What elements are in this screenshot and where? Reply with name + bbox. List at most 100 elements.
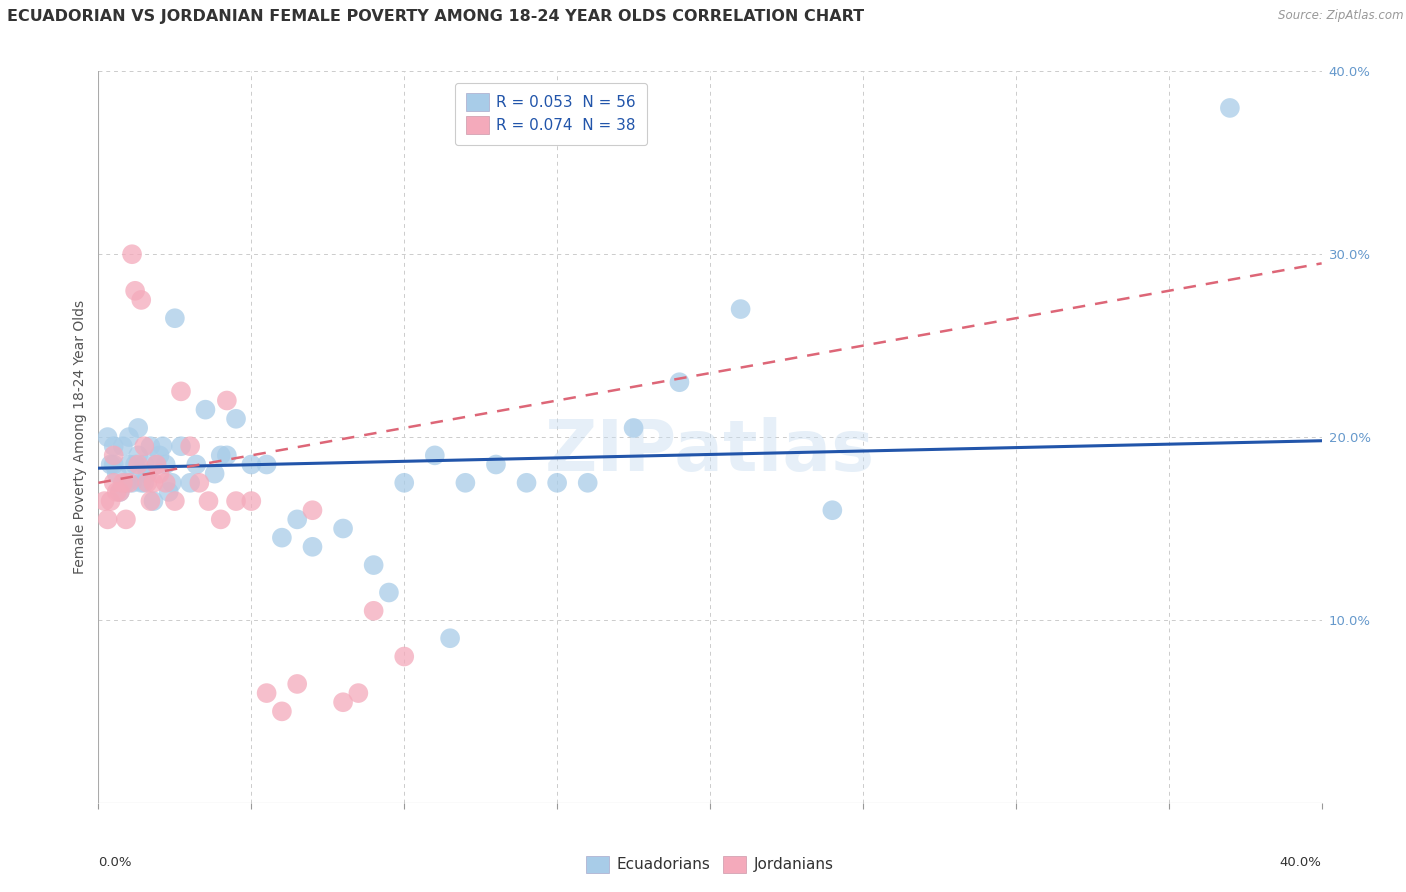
Point [392,475,416,490]
Point [136,475,159,490]
Point [118,458,141,472]
Point [256,458,278,472]
Point [188,475,211,490]
Point [240,494,263,508]
Text: ZIPatlas: ZIPatlas [546,417,875,486]
Point [149,449,172,463]
Point [163,311,186,326]
Point [129,293,152,307]
Point [155,458,177,472]
Point [186,458,208,472]
Point [285,512,308,526]
Point [121,475,143,490]
Point [145,458,167,472]
Point [240,458,263,472]
Point [215,449,238,463]
Point [105,485,128,500]
Point [197,494,219,508]
Point [139,439,162,453]
Point [134,475,156,490]
Point [124,284,146,298]
Point [194,402,217,417]
Point [145,458,167,472]
Point [127,458,149,472]
Point [454,475,477,490]
Point [270,531,292,545]
Point [179,439,201,453]
Point [129,475,152,490]
Point [115,475,138,490]
Point [623,421,645,435]
Y-axis label: Female Poverty Among 18-24 Year Olds: Female Poverty Among 18-24 Year Olds [73,300,87,574]
Point [97,430,120,444]
Point [142,494,165,508]
Point [136,467,159,481]
Point [111,475,134,490]
Point [127,449,149,463]
Point [378,585,401,599]
Point [111,439,134,453]
Point [127,421,149,435]
Point [139,494,162,508]
Point [209,512,232,526]
Point [821,503,844,517]
Point [347,686,370,700]
Point [363,604,385,618]
Point [103,439,125,453]
Point [124,458,146,472]
Legend: Ecuadorians, Jordanians: Ecuadorians, Jordanians [581,849,839,880]
Point [332,521,354,535]
Point [100,494,122,508]
Point [301,503,323,517]
Point [215,393,238,408]
Point [576,475,599,490]
Point [256,686,278,700]
Point [103,449,125,463]
Point [160,475,183,490]
Point [546,475,568,490]
Point [100,458,122,472]
Point [157,485,180,500]
Point [108,485,131,500]
Point [179,475,201,490]
Point [285,677,308,691]
Point [118,475,141,490]
Point [170,384,193,399]
Point [97,512,120,526]
Point [155,475,177,490]
Point [301,540,323,554]
Point [134,439,156,453]
Point [516,475,538,490]
Point [115,512,138,526]
Text: Source: ZipAtlas.com: Source: ZipAtlas.com [1278,9,1403,22]
Text: ECUADORIAN VS JORDANIAN FEMALE POVERTY AMONG 18-24 YEAR OLDS CORRELATION CHART: ECUADORIAN VS JORDANIAN FEMALE POVERTY A… [7,9,865,24]
Point [423,449,446,463]
Point [93,494,115,508]
Text: 0.0%: 0.0% [98,856,132,870]
Text: 40.0%: 40.0% [1279,856,1322,870]
Point [1219,101,1241,115]
Point [108,485,131,500]
Point [142,475,165,490]
Point [134,458,156,472]
Point [204,467,226,481]
Point [103,458,125,472]
Point [105,467,128,481]
Point [103,475,125,490]
Point [225,412,247,426]
Point [225,494,247,508]
Point [170,439,193,453]
Point [149,467,172,481]
Point [439,632,461,646]
Point [363,558,385,573]
Point [485,458,508,472]
Point [392,649,416,664]
Point [332,695,354,709]
Point [163,494,186,508]
Point [152,439,174,453]
Point [270,705,292,719]
Point [118,430,141,444]
Point [668,376,690,390]
Point [121,247,143,261]
Point [730,301,752,317]
